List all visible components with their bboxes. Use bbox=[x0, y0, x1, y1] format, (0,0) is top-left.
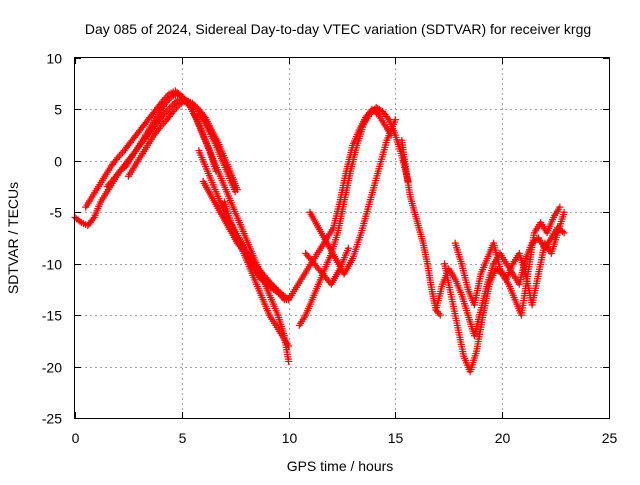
y-axis-label: SDTVAR / TECUs bbox=[5, 182, 21, 294]
x-tick-label: 25 bbox=[602, 430, 618, 446]
series-sat-d bbox=[124, 96, 241, 194]
data-point-interp bbox=[89, 215, 97, 223]
data-point-interp bbox=[172, 98, 180, 106]
data-point-interp bbox=[169, 101, 177, 109]
x-tick-label: 10 bbox=[282, 430, 298, 446]
data-point bbox=[167, 102, 175, 110]
series-sat-q bbox=[451, 208, 568, 309]
data-point-interp bbox=[190, 101, 198, 109]
data-point-interp bbox=[200, 112, 208, 120]
data-point-interp bbox=[117, 150, 125, 158]
data-point-interp bbox=[559, 228, 567, 236]
data-point bbox=[233, 186, 241, 194]
y-tick-label: 5 bbox=[54, 102, 62, 118]
y-tick-label: -20 bbox=[42, 360, 62, 376]
data-point bbox=[560, 229, 568, 237]
y-tick-label: 10 bbox=[46, 51, 62, 67]
data-point-interp bbox=[76, 217, 84, 225]
data-point bbox=[285, 342, 293, 350]
y-tick-label: -5 bbox=[50, 205, 63, 221]
x-axis-label: GPS time / hours bbox=[287, 458, 394, 474]
series-sat-h bbox=[221, 198, 293, 350]
data-point-interp bbox=[192, 102, 200, 110]
y-tick-labels: -25 -20 -15 -10 -5 0 5 10 bbox=[42, 51, 62, 427]
y-tick-label: -15 bbox=[42, 308, 62, 324]
data-point-interp bbox=[170, 99, 178, 107]
x-tick-label: 20 bbox=[495, 430, 511, 446]
x-tick-labels: 0 5 10 15 20 25 bbox=[72, 430, 618, 446]
series-sat-i bbox=[238, 239, 290, 304]
data-point bbox=[436, 311, 444, 319]
data-point bbox=[285, 357, 293, 365]
data-point-interp bbox=[281, 294, 289, 302]
data-marks-layer bbox=[71, 87, 568, 376]
data-point bbox=[560, 208, 568, 216]
series-sat-o bbox=[432, 224, 568, 340]
series-sat-k bbox=[285, 105, 395, 304]
data-point bbox=[556, 203, 564, 211]
ticks-layer bbox=[75, 58, 610, 419]
x-tick-label: 0 bbox=[72, 430, 80, 446]
series-sat-n bbox=[398, 136, 444, 319]
x-tick-label: 5 bbox=[179, 430, 187, 446]
data-point bbox=[344, 244, 352, 252]
chart-title: Day 085 of 2024, Sidereal Day-to-day VTE… bbox=[85, 21, 591, 37]
data-point bbox=[391, 116, 399, 124]
data-point-interp bbox=[384, 114, 392, 122]
x-tick-label: 15 bbox=[388, 430, 404, 446]
data-point bbox=[188, 99, 196, 107]
y-tick-label: -10 bbox=[42, 257, 62, 273]
y-tick-label: -25 bbox=[42, 411, 62, 427]
y-tick-label: 0 bbox=[54, 154, 62, 170]
series-sat-m bbox=[306, 116, 399, 278]
plot-frame bbox=[74, 57, 610, 419]
